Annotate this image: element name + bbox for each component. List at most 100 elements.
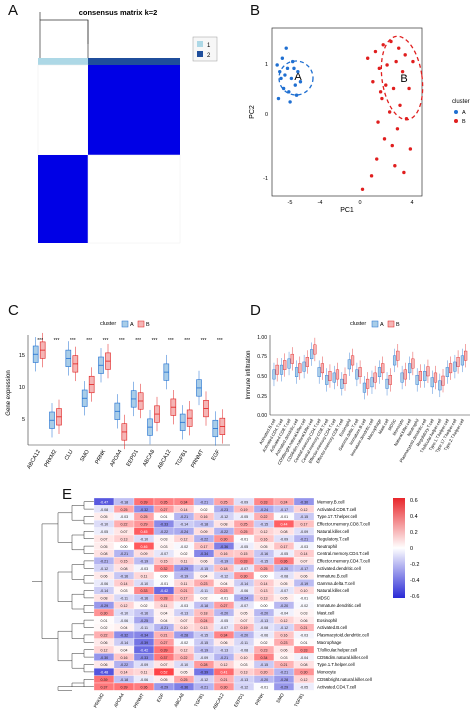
- box-a: [272, 369, 276, 380]
- heatmap-cell-value: -0.21: [300, 537, 308, 541]
- heatmap-cell-value: -0.06: [260, 634, 268, 638]
- heatmap-cell-value: -0.30: [300, 500, 308, 504]
- panel-c-xtick: PRNK: [94, 449, 107, 466]
- heatmap-cell-value: -0.48: [100, 671, 108, 675]
- heatmap-cell-value: 0.30: [101, 611, 108, 615]
- heatmap-cell-value: 0.11: [161, 604, 168, 608]
- heatmap-cell-value: 0.05: [101, 515, 108, 519]
- heatmap-cell-value: 0.33: [301, 648, 308, 652]
- heatmap-col-label: SMO: [275, 692, 285, 704]
- heatmap-cell-value: 0.13: [201, 626, 208, 630]
- heatmap-cell-value: 0.00: [161, 574, 168, 578]
- svg-text:-0.4: -0.4: [410, 578, 419, 584]
- heatmap-cell-value: -0.19: [300, 582, 308, 586]
- scatter-point-b: [381, 43, 385, 47]
- heatmap-cell-value: -0.04: [280, 611, 288, 615]
- box-b: [343, 374, 347, 385]
- heatmap-col-label: EEPD1: [233, 692, 245, 708]
- scatter-point-b: [371, 80, 375, 84]
- heatmap-cell-value: 0.17: [181, 597, 188, 601]
- heatmap-cell-value: -0.29: [100, 604, 108, 608]
- box-b: [275, 364, 279, 375]
- heatmap-cell-value: -0.15: [260, 560, 268, 564]
- heatmap-cell-value: 0.11: [141, 574, 148, 578]
- significance-mark: ***: [70, 338, 76, 344]
- scatter-point-b: [403, 53, 407, 57]
- heatmap-cell-value: 0.16: [281, 634, 288, 638]
- heatmap-cell-value: 0.46: [141, 545, 148, 549]
- significance-mark: ***: [217, 338, 223, 344]
- heatmap-cell-value: 0.07: [241, 619, 248, 623]
- heatmap-cell-value: 0.14: [181, 508, 188, 512]
- heatmap-cell-value: -0.23: [220, 508, 228, 512]
- scatter-point-b: [375, 157, 379, 161]
- heatmap-cell-value: -0.30: [100, 656, 108, 660]
- pca-legend: cluster A B: [452, 99, 470, 125]
- heatmap-cell-value: 0.30: [221, 537, 228, 541]
- heatmap-cell-value: 0.29: [141, 523, 148, 527]
- heatmap-cell-value: 0.34: [261, 656, 268, 660]
- heatmap-cell-value: 0.08: [301, 663, 308, 667]
- scatter-point-a: [287, 90, 291, 94]
- pca-xlabel: PC1: [340, 207, 354, 214]
- heatmap-cell-value: 0.16: [121, 656, 128, 660]
- heatmap-col-label: PRKM2: [93, 692, 105, 709]
- heatmap-row-label: Effector.memory.CD8.T.cell: [317, 522, 370, 527]
- heatmap-row-label: Natural.killer.cell: [317, 588, 349, 593]
- heatmap-cell-value: 0.12: [181, 648, 188, 652]
- heatmap-cell-value: -0.11: [120, 597, 128, 601]
- heatmap-cell-value: 0.34: [181, 500, 188, 504]
- svg-text:0.2: 0.2: [410, 530, 418, 536]
- significance-mark: ***: [86, 338, 92, 344]
- scatter-point-a: [284, 46, 288, 50]
- heatmap-cell-value: 0.39: [141, 500, 148, 504]
- scatter-point-a: [275, 63, 279, 67]
- heatmap-cell-value: -0.18: [200, 523, 208, 527]
- heatmap-cell-value: 0.25: [261, 567, 268, 571]
- svg-text:0.00: 0.00: [257, 413, 267, 419]
- panel-c-xtick: TGFB1: [175, 449, 189, 467]
- scatter-point-a: [288, 100, 292, 104]
- heatmap-cell-value: -0.36: [180, 685, 188, 689]
- heatmap-cell-value: 0.11: [141, 671, 148, 675]
- scatter-point-a: [281, 86, 286, 91]
- heatmap-cell-value: -0.12: [220, 574, 228, 578]
- heatmap-cell-value: 0.00: [261, 604, 268, 608]
- scatter-point-b: [395, 127, 400, 131]
- heatmap-cell-value: -0.21: [180, 515, 188, 519]
- panel-c-xtick: APOA4: [109, 449, 123, 468]
- heatmap-col-label: ABCA8: [173, 692, 185, 708]
- svg-text:-5: -5: [288, 200, 293, 206]
- scatter-point-b: [397, 46, 401, 50]
- heatmap-cell-value: -0.05: [220, 619, 228, 623]
- heatmap-cell-value: 0.39: [161, 648, 168, 652]
- box-a: [385, 378, 389, 389]
- svg-text:B: B: [462, 119, 466, 125]
- box-a: [362, 382, 367, 393]
- heatmap-dendrogram: [32, 501, 94, 691]
- heatmap-cell-value: -0.17: [300, 567, 308, 571]
- heatmap-cell-value: -0.01: [280, 515, 288, 519]
- heatmap-cell-value: 0.22: [181, 656, 188, 660]
- heatmap-cell-value: 0.30: [221, 685, 228, 689]
- panel-a-consensus-matrix: consensus matrix k=2 1 2: [37, 8, 218, 244]
- heatmap-cell-value: -0.02: [300, 604, 308, 608]
- box-a: [302, 361, 306, 372]
- heatmap-cell-value: -0.34: [140, 634, 148, 638]
- heatmap-row-label: Neutrophil: [317, 544, 337, 549]
- heatmap-cell-value: -0.22: [120, 663, 128, 667]
- heatmap-cell-value: 0.12: [261, 530, 268, 534]
- heatmap-col-label: APOA4: [113, 692, 125, 708]
- matrix-block-upper-right: [88, 65, 180, 155]
- heatmap-cell-value: 0.10: [301, 589, 308, 593]
- box-a: [415, 375, 419, 385]
- scatter-point-b: [384, 83, 388, 87]
- heatmap-cell-value: 0.39: [101, 678, 108, 682]
- panel-c-xtick: CLU: [64, 449, 75, 462]
- heatmap-cell-value: -0.07: [220, 626, 228, 630]
- heatmap-col-label: TGFB1: [293, 692, 305, 708]
- heatmap-col-label: EGF: [156, 692, 165, 703]
- svg-text:-4: -4: [318, 200, 323, 206]
- heatmap-cell-value: -0.15: [200, 641, 208, 645]
- heatmap-cell-value: -0.24: [180, 530, 188, 534]
